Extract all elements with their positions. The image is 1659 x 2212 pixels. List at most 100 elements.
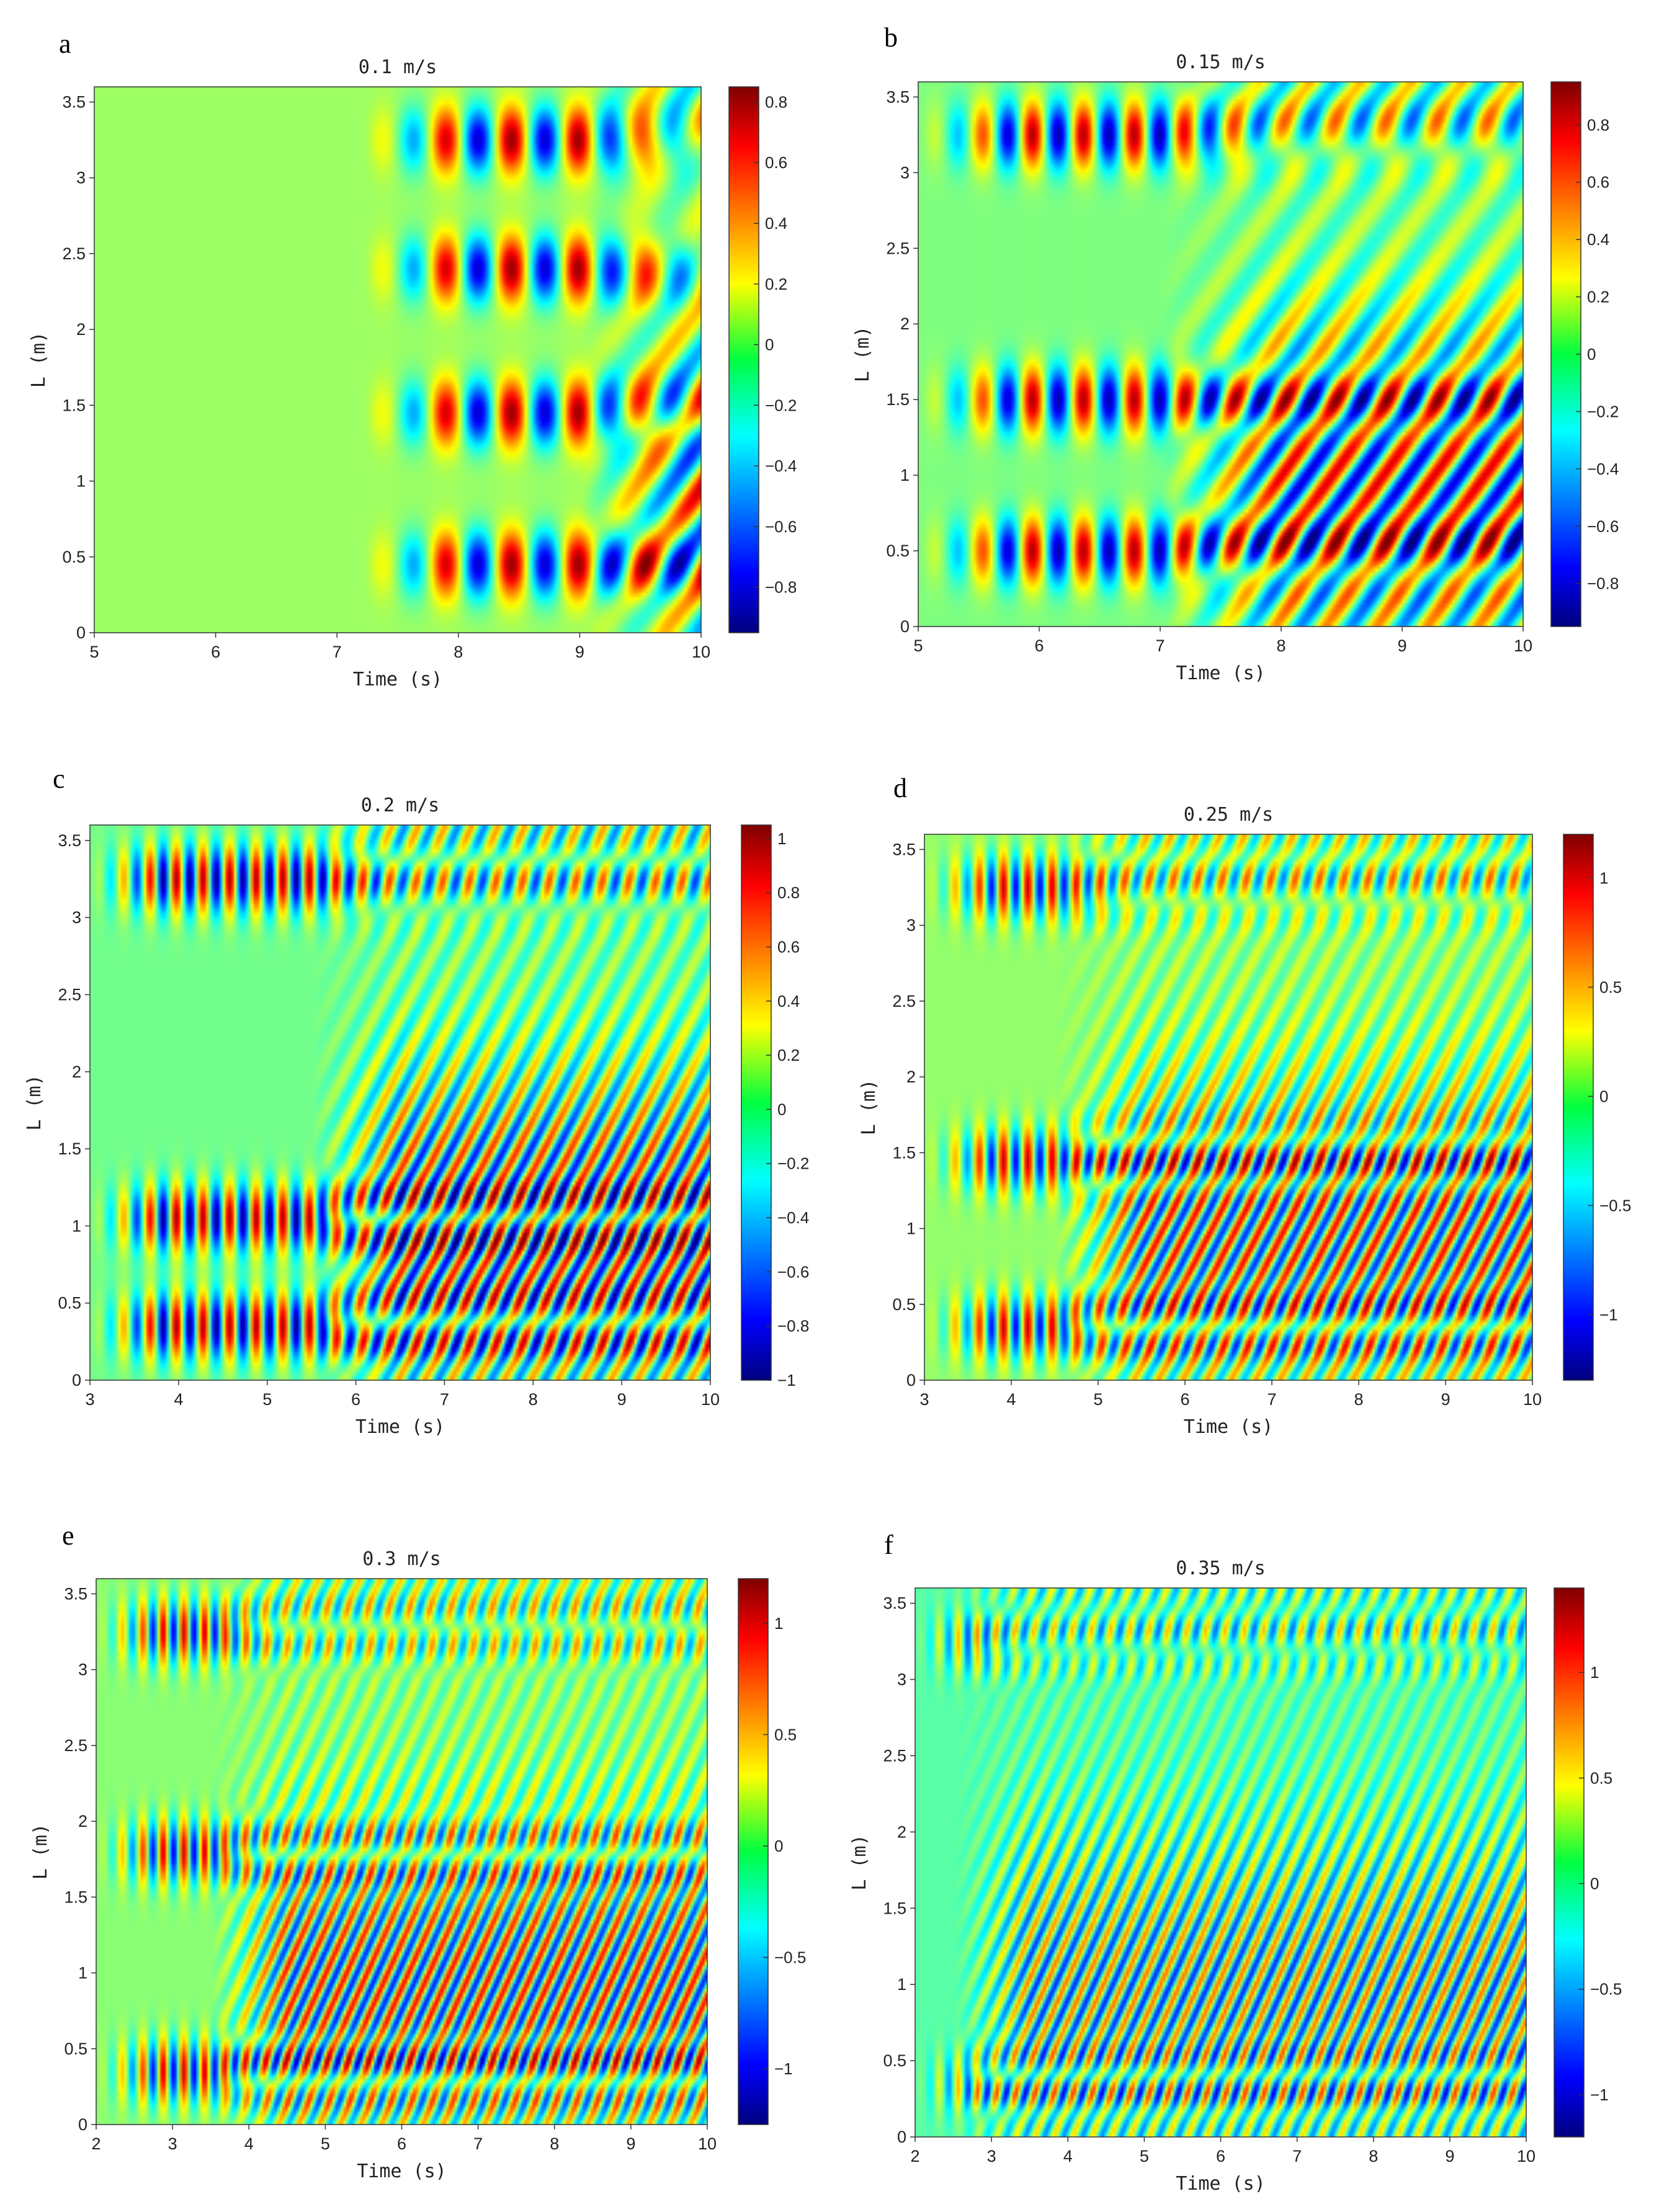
x-tick-label: 8: [550, 2134, 559, 2153]
y-tick-label: 0: [76, 623, 86, 642]
colorbar-tick-label: −0.5: [1590, 1980, 1622, 1999]
x-tick-label: 6: [397, 2134, 406, 2153]
colorbar: [1563, 834, 1594, 1381]
colorbar-tick-label: −0.5: [1599, 1196, 1631, 1215]
x-tick-label: 7: [440, 1390, 449, 1409]
y-tick-label: 3.5: [883, 1594, 906, 1613]
plot-frame: [89, 824, 711, 1381]
x-tick-label: 6: [1180, 1390, 1189, 1409]
y-tick-label: 3.5: [892, 840, 916, 858]
y-axis-label: L (m): [849, 1834, 870, 1890]
x-tick-label: 8: [1354, 1390, 1363, 1409]
x-tick-label: 9: [617, 1390, 627, 1409]
plot-frame: [924, 834, 1533, 1381]
plot-frame: [918, 81, 1524, 627]
colorbar-tick-label: 0: [774, 1837, 783, 1855]
y-tick-label: 0.5: [886, 542, 910, 560]
x-axis-label: Time (s): [1176, 662, 1266, 684]
y-tick-label: 0.5: [892, 1295, 916, 1314]
panel-f: f0.35 m/s2 3 4 5 6 7 8 9 1000.511.522.533.5Time …: [849, 1530, 1622, 2195]
panel-letter: d: [893, 773, 907, 803]
x-tick-label: 9: [1397, 636, 1406, 655]
heatmap-image: [90, 825, 710, 1380]
x-tick-label: 6: [351, 1390, 360, 1409]
y-tick-label: 2.5: [886, 239, 910, 257]
x-tick-label: 6: [211, 643, 220, 661]
colorbar-tick-label: 0.2: [765, 275, 787, 293]
x-tick-label: 10: [692, 643, 710, 661]
x-tick-label: 7: [333, 643, 342, 661]
colorbar-tick-label: −0.8: [1587, 574, 1619, 593]
y-tick-label: 3: [78, 1661, 87, 1679]
x-tick-label: 10: [1523, 1390, 1542, 1409]
y-tick-label: 0.5: [64, 2040, 87, 2058]
plot-frame: [94, 86, 702, 633]
x-tick-label: 7: [473, 2134, 483, 2153]
x-axis-label: Time (s): [353, 669, 443, 690]
colorbar-tick-label: −0.6: [777, 1262, 809, 1281]
x-tick-label: 6: [1216, 2147, 1225, 2165]
colorbar-tick-label: −1: [1599, 1305, 1618, 1324]
y-tick-label: 3.5: [58, 831, 81, 850]
y-tick-label: 0: [906, 1371, 916, 1389]
colorbar-tick-label: −0.2: [777, 1154, 809, 1173]
colorbar-tick-label: 1: [774, 1614, 783, 1633]
y-tick-label: 2.5: [62, 244, 86, 263]
chart-title: 0.25 m/s: [1184, 804, 1274, 826]
y-tick-label: 1.5: [62, 396, 86, 414]
y-tick-label: 1.5: [883, 1899, 906, 1917]
colorbar-tick-label: −0.8: [765, 578, 797, 597]
colorbar: [741, 824, 772, 1381]
panel-letter: c: [53, 764, 65, 794]
colorbar-tick-label: −0.4: [765, 457, 797, 475]
x-tick-label: 5: [89, 643, 99, 661]
x-tick-label: 5: [913, 636, 923, 655]
x-tick-label: 9: [1441, 1390, 1450, 1409]
panel-b: b 0.15 m/s 5 6 7 8 9 10 0 0.5 1 1.5 2 2.5 3 3.5 Time (s)…: [852, 22, 1619, 684]
chart-title: 0.2 m/s: [361, 795, 439, 816]
colorbar: [1554, 1587, 1585, 2138]
x-tick-label: 5: [321, 2134, 330, 2153]
x-tick-label: 3: [168, 2134, 177, 2153]
panel-letter: e: [62, 1520, 74, 1551]
x-tick-label: 4: [244, 2134, 254, 2153]
x-tick-label: 7: [1292, 2147, 1302, 2165]
y-axis-label: L (m): [858, 1079, 880, 1135]
colorbar-tick-label: 0.8: [777, 883, 800, 902]
colorbar-tick-label: 0.5: [774, 1725, 797, 1744]
y-tick-label: 3.5: [64, 1584, 87, 1603]
x-tick-label: 4: [174, 1390, 183, 1409]
x-tick-label: 8: [529, 1390, 538, 1409]
x-tick-label: 3: [85, 1390, 94, 1409]
y-tick-label: 0: [72, 1371, 81, 1389]
colorbar-tick-label: 0.4: [777, 992, 800, 1010]
y-tick-label: 3: [906, 916, 916, 935]
x-axis-label: Time (s): [356, 1416, 445, 1438]
colorbar-tick-label: 1: [777, 829, 786, 848]
colorbar-tick-label: 1: [1590, 1663, 1599, 1682]
colorbar-tick-label: 0: [777, 1100, 786, 1118]
x-tick-label: 9: [626, 2134, 635, 2153]
x-tick-label: 6: [1034, 636, 1044, 655]
colorbar-tick-label: 0.6: [777, 937, 800, 956]
colorbar-tick-label: 0.5: [1599, 978, 1622, 996]
panel-letter: a: [59, 29, 71, 59]
y-tick-label: 1: [906, 1220, 916, 1238]
y-tick-label: 2.5: [64, 1736, 87, 1755]
chart-title: 0.3 m/s: [362, 1548, 440, 1570]
y-tick-label: 1: [76, 472, 86, 491]
y-tick-label: 1.5: [64, 1888, 87, 1906]
chart-title: 0.1 m/s: [359, 56, 437, 78]
colorbar-tick-label: −1: [774, 2059, 793, 2078]
x-axis-label: Time (s): [1184, 1416, 1274, 1438]
y-tick-label: 0.5: [62, 548, 86, 566]
colorbar-tick-label: −0.4: [777, 1208, 809, 1227]
y-axis-label: L (m): [852, 326, 874, 382]
colorbar-tick-label: −1: [1590, 2085, 1609, 2104]
colorbar-tick-label: 1: [1599, 868, 1608, 887]
x-tick-label: 9: [575, 643, 584, 661]
y-tick-label: 2: [900, 314, 910, 333]
